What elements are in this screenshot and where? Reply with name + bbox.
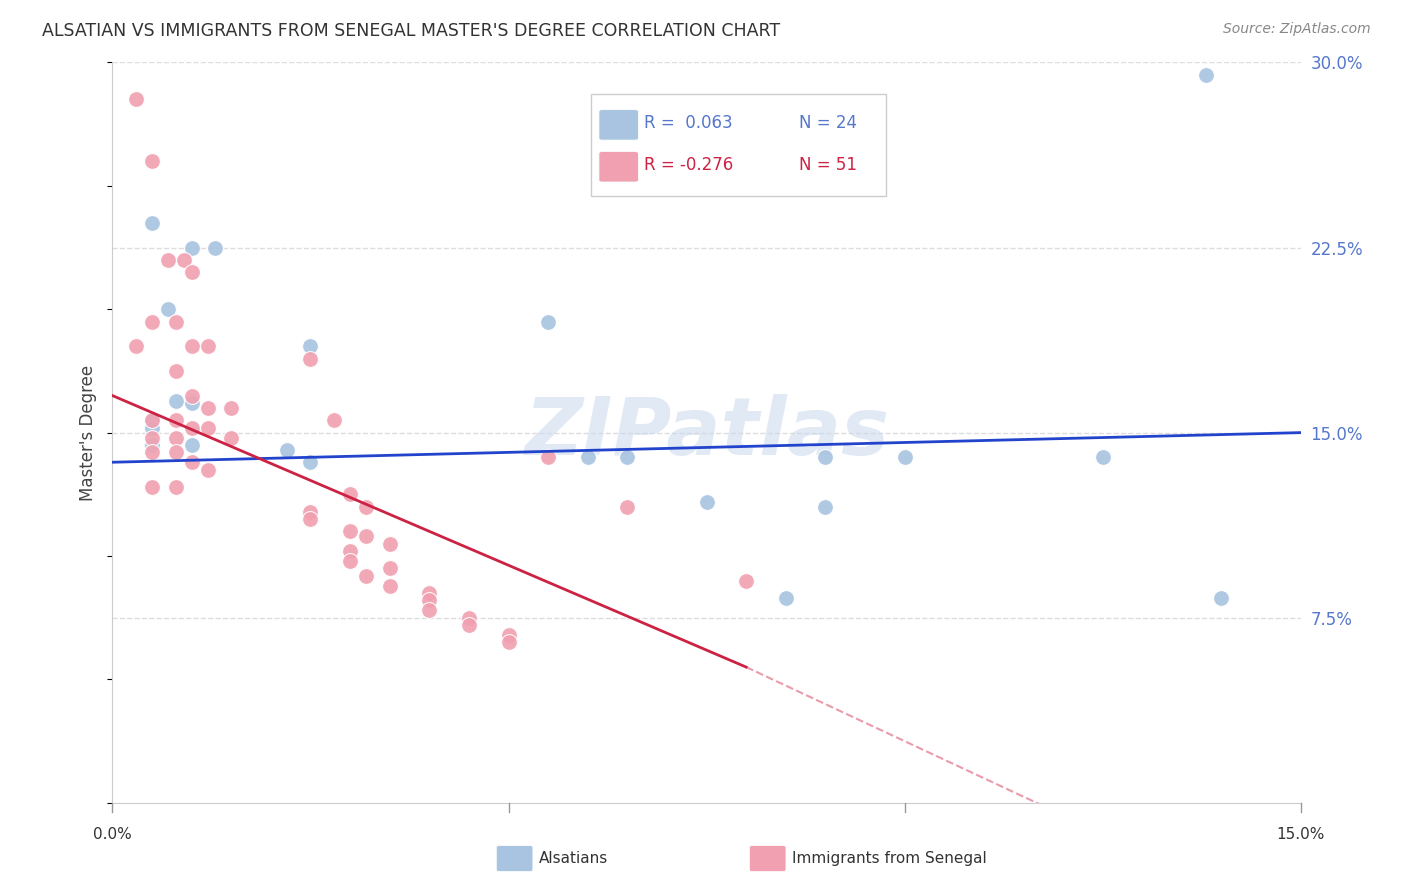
Point: [141, 445, 163, 459]
Y-axis label: Master's Degree: Master's Degree: [79, 365, 97, 500]
Point: [299, 351, 322, 366]
Point: [197, 339, 219, 353]
Text: N = 24: N = 24: [799, 114, 856, 132]
Point: [735, 574, 758, 588]
Point: [219, 401, 242, 415]
Point: [814, 500, 837, 514]
Point: [156, 302, 179, 317]
Point: [125, 339, 148, 353]
Point: [458, 618, 481, 632]
Point: [323, 413, 346, 427]
Point: [180, 339, 202, 353]
Point: [276, 442, 298, 457]
Point: [165, 431, 187, 445]
Point: [165, 413, 187, 427]
Text: ZIPatlas: ZIPatlas: [524, 393, 889, 472]
Point: [1194, 68, 1216, 82]
Point: [156, 252, 179, 267]
Point: [173, 252, 195, 267]
Point: [299, 455, 322, 469]
Point: [180, 420, 202, 434]
Point: [197, 420, 219, 434]
Point: [537, 314, 560, 328]
Point: [180, 388, 202, 402]
Point: [141, 216, 163, 230]
Point: [197, 462, 219, 476]
Text: R = -0.276: R = -0.276: [644, 156, 733, 174]
Point: [165, 393, 187, 408]
Point: [498, 635, 520, 649]
Point: [339, 554, 361, 568]
Point: [180, 438, 202, 452]
Point: [299, 512, 322, 526]
Point: [165, 480, 187, 494]
Point: [299, 339, 322, 353]
Point: [299, 505, 322, 519]
Text: N = 51: N = 51: [799, 156, 856, 174]
Point: [537, 450, 560, 465]
Point: [354, 568, 377, 582]
Point: [418, 586, 440, 600]
Point: [458, 610, 481, 624]
Point: [180, 265, 202, 279]
Point: [1211, 591, 1233, 605]
Text: Immigrants from Senegal: Immigrants from Senegal: [792, 852, 987, 866]
Point: [165, 445, 187, 459]
Point: [418, 593, 440, 607]
Point: [339, 487, 361, 501]
Point: [165, 314, 187, 328]
Point: [125, 92, 148, 106]
Text: ALSATIAN VS IMMIGRANTS FROM SENEGAL MASTER'S DEGREE CORRELATION CHART: ALSATIAN VS IMMIGRANTS FROM SENEGAL MAST…: [42, 22, 780, 40]
Point: [378, 536, 401, 550]
Point: [339, 524, 361, 539]
Text: 0.0%: 0.0%: [93, 827, 132, 841]
Point: [141, 431, 163, 445]
Point: [616, 450, 638, 465]
Point: [141, 154, 163, 169]
Text: 15.0%: 15.0%: [1277, 827, 1324, 841]
Point: [219, 431, 242, 445]
Point: [378, 561, 401, 575]
Point: [204, 240, 226, 255]
Point: [616, 500, 638, 514]
Point: [141, 413, 163, 427]
Text: Alsatians: Alsatians: [538, 852, 607, 866]
Point: [418, 603, 440, 617]
Point: [180, 455, 202, 469]
Point: [354, 500, 377, 514]
Point: [775, 591, 797, 605]
Point: [696, 494, 718, 508]
Text: R =  0.063: R = 0.063: [644, 114, 733, 132]
Point: [180, 396, 202, 410]
Text: Source: ZipAtlas.com: Source: ZipAtlas.com: [1223, 22, 1371, 37]
Point: [141, 480, 163, 494]
Point: [1091, 450, 1114, 465]
Point: [576, 450, 599, 465]
Point: [141, 420, 163, 434]
Point: [180, 240, 202, 255]
Point: [354, 529, 377, 543]
Point: [197, 401, 219, 415]
Point: [141, 438, 163, 452]
Point: [893, 450, 915, 465]
Point: [141, 314, 163, 328]
Point: [814, 450, 837, 465]
Point: [498, 628, 520, 642]
Point: [165, 364, 187, 378]
Point: [339, 544, 361, 558]
Point: [378, 579, 401, 593]
Point: [141, 413, 163, 427]
